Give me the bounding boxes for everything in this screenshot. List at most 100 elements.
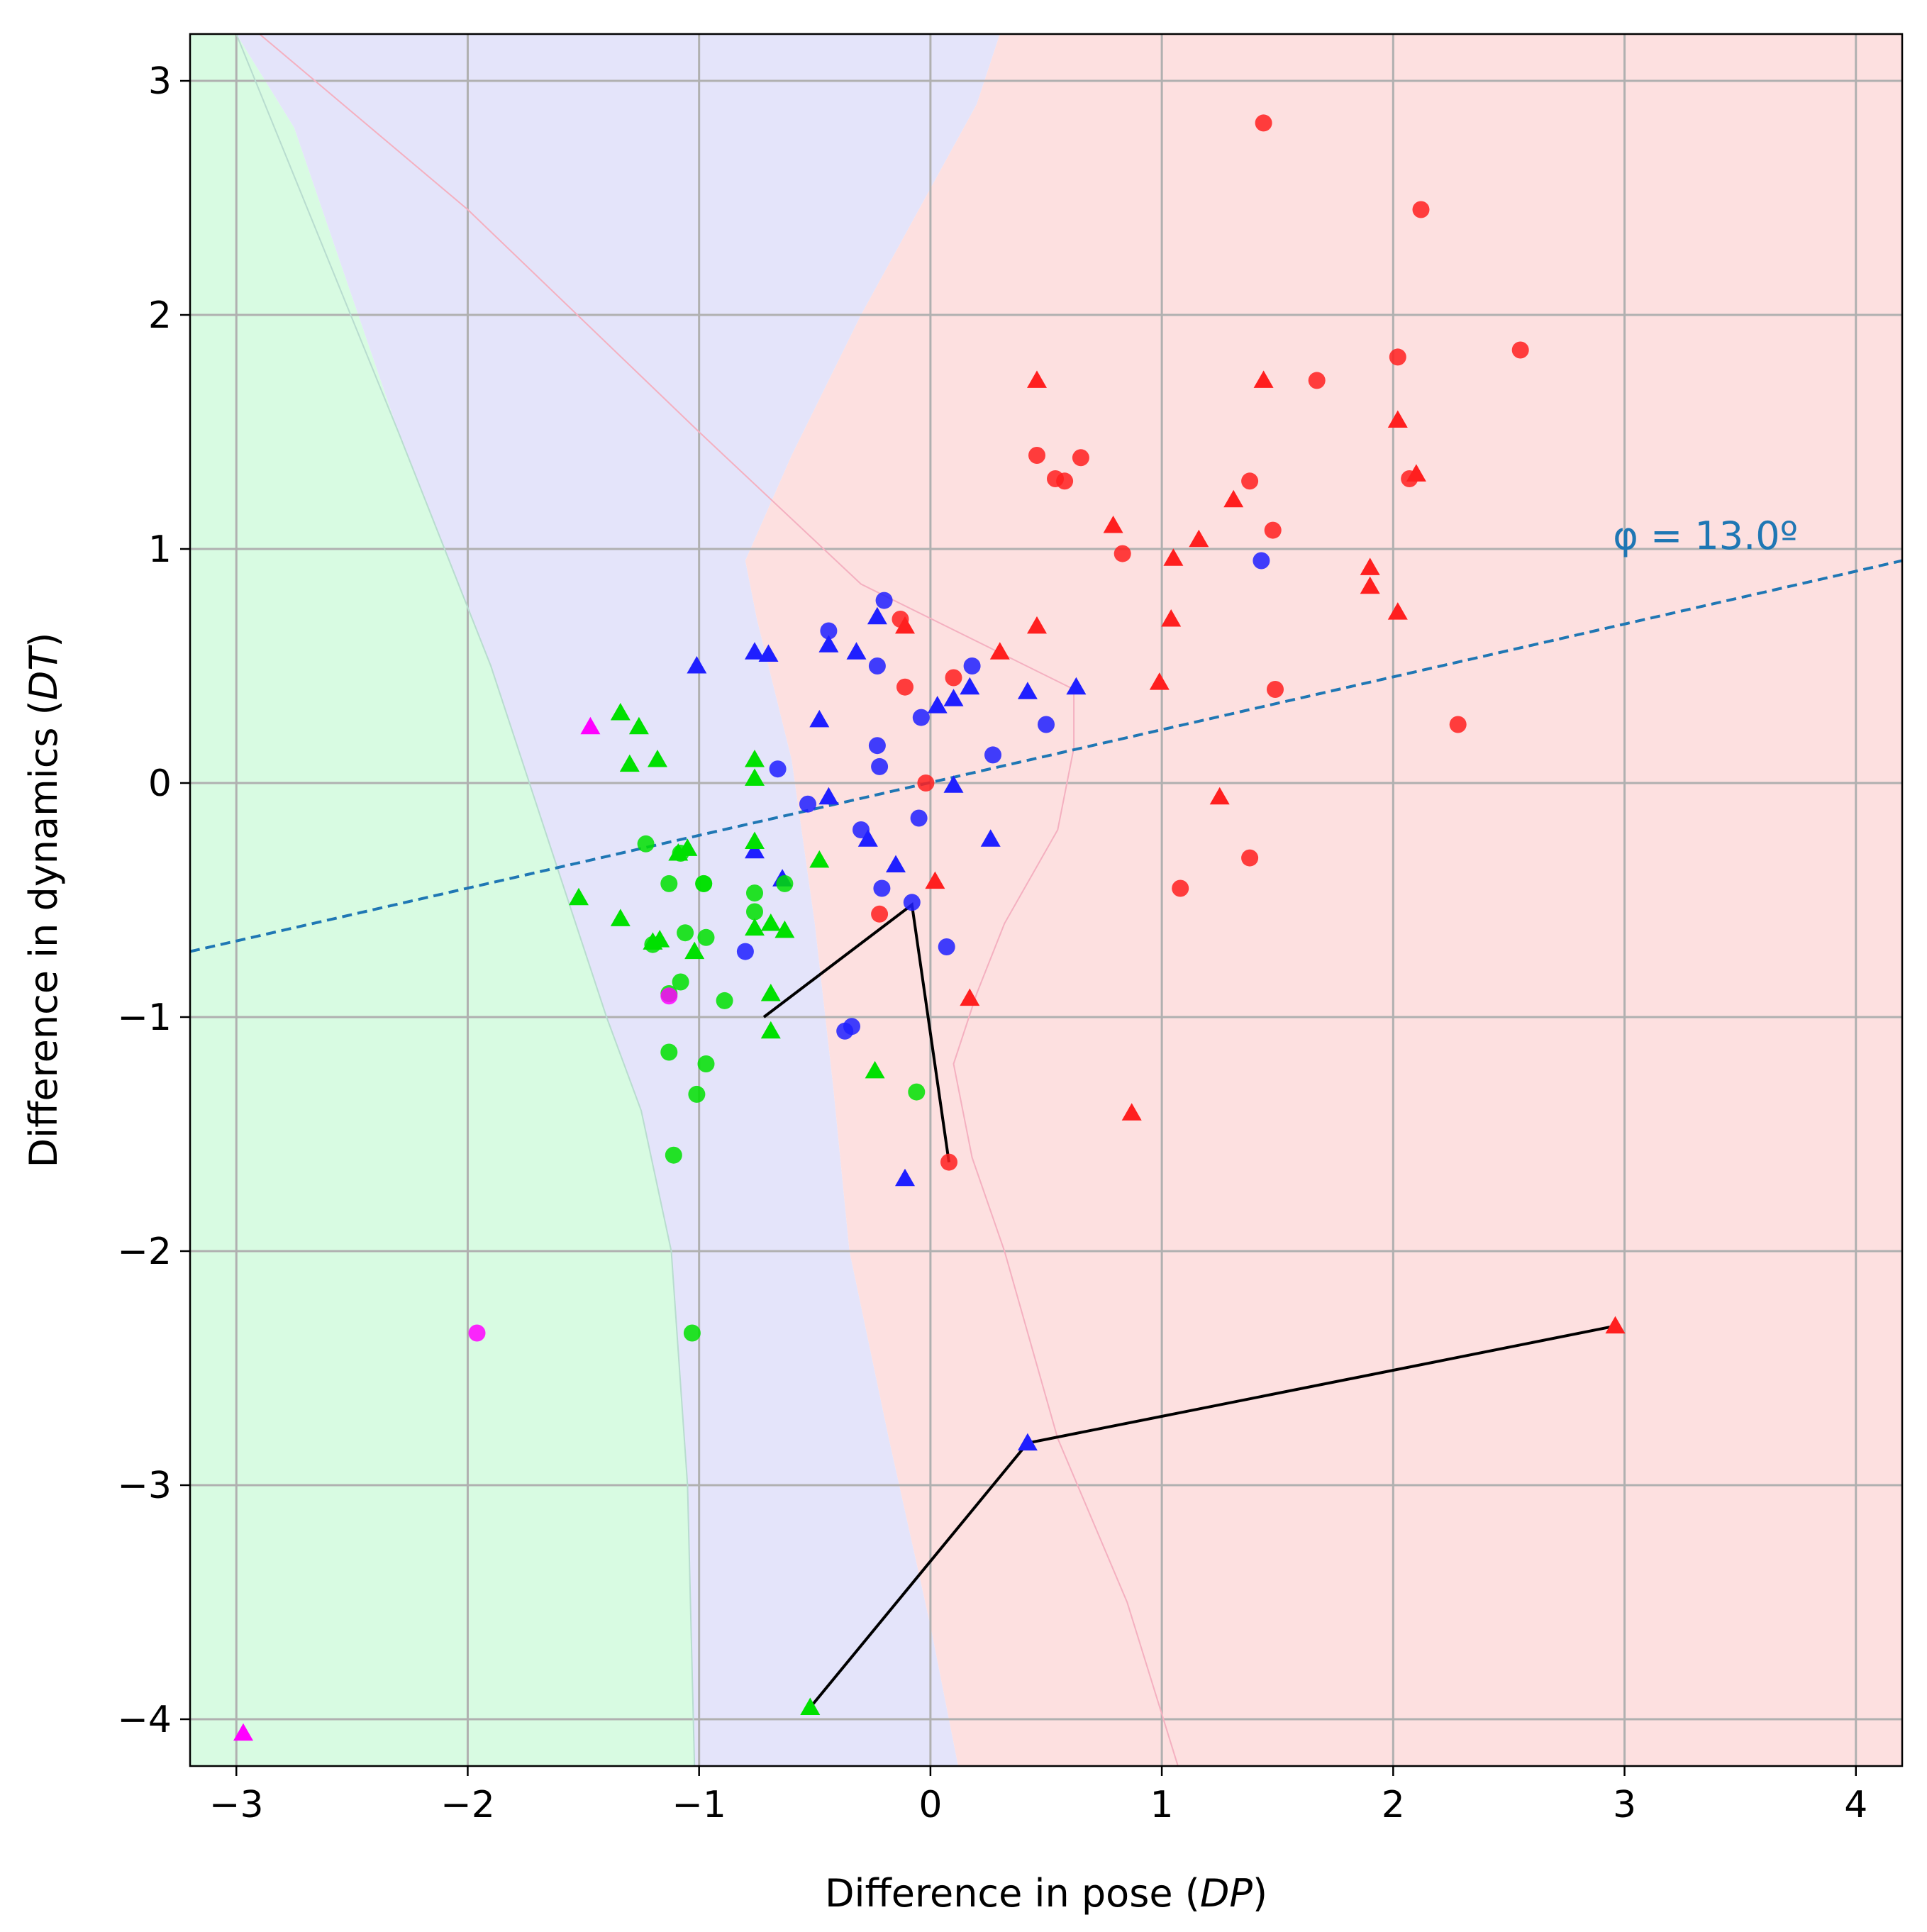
point-green-triangle — [569, 887, 589, 906]
angle-annotation: φ = 13.0º — [1613, 513, 1798, 558]
x-tick-label: −2 — [440, 1784, 495, 1826]
point-red-circle — [917, 775, 935, 792]
point-green-circle — [672, 973, 689, 991]
y-tick-label: 1 — [148, 528, 172, 571]
point-blue-circle — [912, 709, 930, 726]
point-green-triangle — [745, 768, 765, 786]
point-red-circle — [1412, 201, 1430, 218]
point-red-circle — [1308, 372, 1326, 389]
point-green-circle — [746, 884, 763, 902]
point-blue-circle — [868, 657, 886, 674]
x-axis-label: Difference in pose (DP) — [825, 1871, 1267, 1916]
boundary-blue_red — [259, 34, 1179, 1766]
point-blue-triangle — [927, 696, 948, 714]
point-red-circle — [1264, 521, 1282, 539]
point-red-circle — [1255, 114, 1272, 132]
x-tick-label: 2 — [1382, 1784, 1405, 1826]
point-green-triangle — [745, 918, 765, 936]
point-red-triangle — [1360, 576, 1380, 594]
x-tick-label: 4 — [1844, 1784, 1867, 1826]
point-green-circle — [637, 835, 655, 853]
point-magenta-circle — [660, 987, 678, 1005]
point-green-triangle — [760, 1021, 781, 1039]
point-green-circle — [716, 992, 733, 1009]
y-tick-label: −1 — [117, 996, 172, 1039]
point-green-triangle — [809, 850, 830, 868]
point-blue-circle — [843, 1018, 860, 1036]
point-green-triangle — [865, 1060, 885, 1079]
point-red-triangle — [1605, 1316, 1626, 1334]
point-blue-circle — [871, 757, 889, 775]
x-tick-label: 1 — [1150, 1784, 1174, 1826]
point-red-circle — [1172, 879, 1189, 897]
grid — [190, 34, 1902, 1766]
point-green-triangle — [648, 750, 667, 767]
point-red-triangle — [960, 988, 980, 1006]
plot-frame — [189, 33, 1904, 1767]
point-green-triangle — [643, 932, 663, 950]
point-green-triangle — [610, 909, 631, 926]
point-blue-triangle — [1017, 1433, 1038, 1451]
point-red-circle — [1267, 681, 1284, 698]
region-green — [190, 34, 695, 1766]
point-blue-triangle — [745, 642, 765, 660]
point-magenta-triangle — [580, 716, 601, 735]
point-green-circle — [683, 1324, 701, 1342]
point-green-circle — [776, 875, 794, 892]
point-green-triangle — [745, 750, 765, 767]
point-red-circle — [1241, 472, 1259, 490]
point-green-triangle — [619, 754, 640, 772]
point-blue-circle — [769, 760, 787, 778]
dashed-line — [190, 559, 1902, 953]
point-blue-triangle — [943, 689, 964, 706]
point-blue-circle — [984, 746, 1001, 764]
point-green-circle — [677, 924, 694, 942]
point-blue-circle — [868, 737, 886, 755]
point-green-circle — [746, 903, 763, 921]
point-blue-circle — [938, 938, 955, 955]
point-red-triangle — [1253, 370, 1274, 388]
point-red-circle — [1114, 545, 1131, 562]
point-blue-triangle — [846, 642, 867, 660]
region-blue — [236, 34, 1000, 1766]
point-red-triangle — [989, 642, 1010, 660]
y-tick-label: 3 — [148, 60, 172, 103]
point-blue-triangle — [895, 1168, 915, 1187]
point-blue-circle — [873, 879, 891, 897]
point-blue-triangle — [809, 709, 830, 728]
point-red-triangle — [895, 616, 915, 634]
point-green-circle — [660, 1043, 678, 1061]
point-red-circle — [1511, 341, 1529, 359]
point-red-circle — [1449, 716, 1467, 733]
y-tick-label: −4 — [117, 1699, 172, 1741]
point-blue-triangle — [960, 677, 980, 695]
boundary-green_blue — [235, 34, 696, 1766]
x-tick-label: 3 — [1613, 1784, 1636, 1826]
point-red-triangle — [1209, 787, 1230, 805]
point-green-triangle — [760, 914, 781, 931]
point-green-circle — [697, 1055, 715, 1072]
y-tick-label: −3 — [117, 1465, 172, 1507]
y-tick-label: 0 — [148, 762, 172, 805]
point-magenta-circle — [468, 1324, 486, 1342]
point-red-triangle — [1121, 1103, 1142, 1121]
y-axis-label: Difference in dynamics (DT) — [21, 633, 66, 1168]
point-blue-triangle — [980, 829, 1001, 847]
point-green-triangle — [800, 1697, 821, 1715]
x-axis-ticks: −3 −2 −1 0 1 2 3 4 — [209, 1766, 1867, 1826]
dashed-line-layer — [190, 559, 1902, 953]
point-red-triangle — [1027, 370, 1047, 388]
point-blue-circle — [963, 657, 981, 674]
point-green-circle — [695, 875, 713, 892]
point-blue-circle — [820, 622, 838, 640]
point-red-circle — [1028, 447, 1045, 464]
point-green-triangle — [760, 984, 781, 1001]
x-tick-label: −1 — [672, 1784, 726, 1826]
point-red-circle — [1389, 348, 1406, 366]
point-green-circle — [688, 1085, 706, 1103]
point-green-circle — [665, 1146, 682, 1164]
point-blue-circle — [799, 795, 816, 813]
point-blue-triangle — [1066, 677, 1087, 695]
point-red-circle — [1047, 470, 1064, 487]
y-tick-label: −2 — [117, 1231, 172, 1273]
